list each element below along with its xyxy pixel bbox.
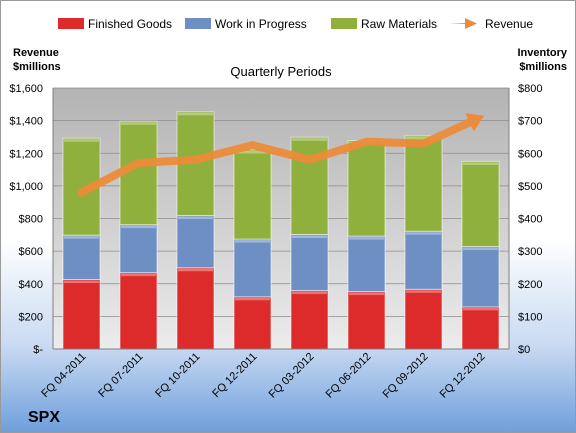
bar-highlight [64, 236, 99, 239]
bar-highlight [64, 139, 99, 142]
chart-title: Quarterly Periods [230, 64, 332, 79]
bar-work-in-progress [119, 224, 158, 274]
bar-raw-materials [347, 140, 386, 237]
bar-work-in-progress [461, 246, 500, 308]
x-tick-label: FQ 09-2012 [381, 351, 431, 401]
company-name: SPX [28, 409, 60, 426]
legend-swatch-revenue [449, 18, 477, 29]
bar-work-in-progress [62, 234, 101, 281]
right-tick-label: $600 [518, 148, 542, 160]
bar-finished-goods [62, 279, 101, 350]
bar-finished-goods [176, 267, 215, 350]
bar-highlight [463, 307, 498, 311]
x-tick-label: FQ 04-2011 [39, 351, 88, 400]
bar-highlight [178, 268, 213, 272]
legend-swatch-work-in-progress [185, 18, 211, 29]
bar-highlight [463, 162, 498, 165]
bar-highlight [121, 273, 156, 277]
bar-highlight [463, 247, 498, 251]
legend-label-revenue: Revenue [485, 17, 533, 31]
bar-highlight [406, 232, 441, 235]
revenue-arrowhead [465, 113, 485, 132]
left-tick-label: $1,600 [9, 83, 43, 95]
bar-highlight [406, 290, 441, 293]
bar-highlight [292, 291, 327, 295]
x-tick-label: FQ 06-2012 [324, 351, 374, 401]
bar-highlight [178, 216, 213, 220]
left-tick-label: $1,400 [9, 116, 43, 128]
x-tick-label: FQ 10-2011 [153, 351, 202, 400]
right-axis-title-line1: Inventory [517, 47, 567, 59]
bar-finished-goods [404, 288, 443, 350]
bar-highlight [349, 237, 384, 240]
right-tick-label: $500 [518, 181, 542, 193]
bar-work-in-progress [290, 233, 329, 292]
bar-work-in-progress [404, 230, 443, 290]
legend: Finished Goods Work in Progress Raw Mate… [58, 17, 533, 31]
bar-raw-materials [404, 135, 443, 232]
left-tick-labels: $- $200 $400 $600 $800 $1,000 $1,200 $1,400 $1,6… [9, 83, 43, 356]
left-tick-label: $1,200 [9, 148, 43, 160]
bar-highlight [121, 122, 156, 125]
x-tick-label: FQ 12-2011 [210, 351, 259, 400]
bar-highlight [292, 138, 327, 141]
bar-highlight [235, 150, 270, 154]
bar-highlight [349, 292, 384, 296]
bar-finished-goods [290, 290, 329, 350]
right-tick-labels: $0 $100 $200 $300 $400 $500 $600 $700 $800 [518, 83, 542, 356]
left-tick-label: $- [33, 344, 43, 356]
bar-highlight [406, 136, 441, 140]
legend-label-raw-materials: Raw Materials [361, 17, 437, 31]
legend-swatch-finished-goods [58, 18, 84, 29]
bar-highlight [64, 280, 99, 284]
right-tick-label: $0 [518, 344, 530, 356]
left-tick-label: $600 [19, 246, 43, 258]
bar-highlight [235, 240, 270, 243]
bar-finished-goods [119, 272, 158, 350]
x-tick-label: FQ 12-2012 [438, 351, 488, 401]
bar-finished-goods [233, 296, 272, 350]
left-tick-label: $200 [19, 311, 43, 323]
left-tick-label: $400 [19, 279, 43, 291]
bar-raw-materials [461, 160, 500, 248]
revenue-line [77, 118, 474, 197]
bar-highlight [235, 297, 270, 301]
legend-label-finished-goods: Finished Goods [88, 17, 172, 31]
right-axis-title-line2: $millions [519, 61, 567, 73]
x-tick-labels: FQ 04-2011 FQ 07-2011 FQ 10-2011 FQ 12-2011… [39, 351, 487, 401]
x-tick-label: FQ 03-2012 [267, 351, 317, 401]
right-tick-label: $100 [518, 311, 542, 323]
left-tick-label: $1,000 [9, 181, 43, 193]
right-tick-label: $200 [518, 279, 542, 291]
legend-swatch-raw-materials [331, 18, 357, 29]
x-tick-label: FQ 07-2011 [96, 351, 145, 400]
bar-finished-goods [461, 306, 500, 350]
bar-work-in-progress [233, 238, 272, 298]
bar-highlight [292, 235, 327, 238]
bar-raw-materials [233, 149, 272, 240]
left-axis-title-line2: $millions [13, 61, 61, 73]
left-tick-label: $800 [19, 214, 43, 226]
left-axis-title-line1: Revenue [13, 47, 59, 59]
legend-label-work-in-progress: Work in Progress [215, 17, 307, 31]
bar-finished-goods [347, 291, 386, 350]
bar-work-in-progress [347, 235, 386, 293]
right-tick-label: $800 [518, 83, 542, 95]
revenue-line-layer [77, 113, 485, 197]
right-tick-label: $400 [518, 214, 542, 226]
bar-highlight [121, 225, 156, 229]
right-tick-label: $300 [518, 246, 542, 258]
right-tick-label: $700 [518, 116, 542, 128]
bar-work-in-progress [176, 215, 215, 269]
bar-highlight [178, 112, 213, 116]
